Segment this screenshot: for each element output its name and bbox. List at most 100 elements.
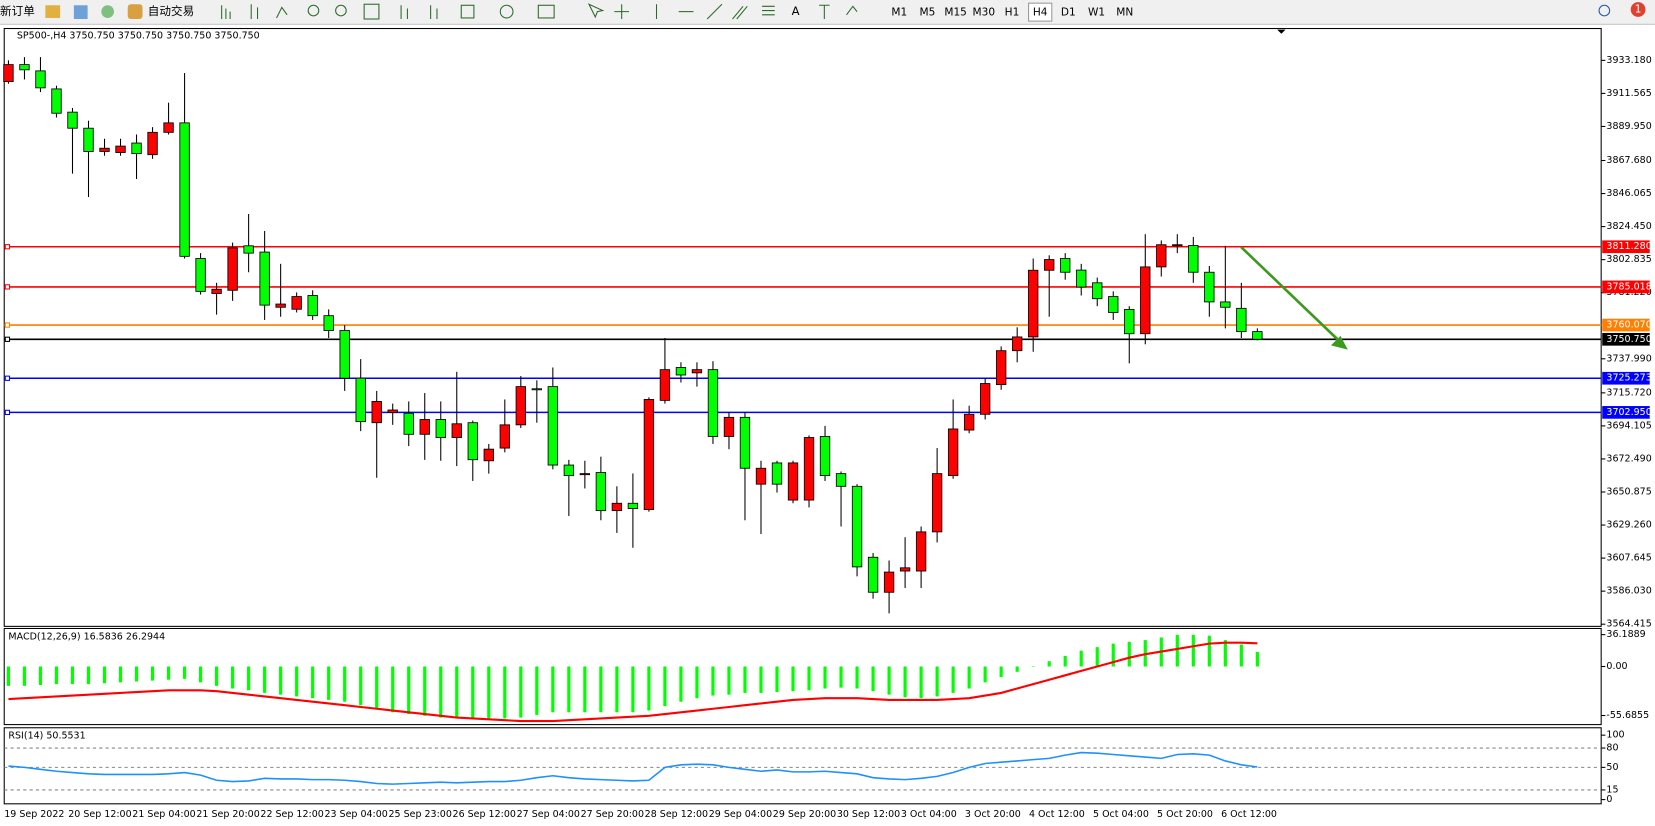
y-tick-label: 3564.415 [1606,619,1651,630]
auto-trading-icon[interactable] [127,4,143,20]
x-tick-label: 30 Sep 12:00 [837,809,900,820]
macd-bar [22,666,27,686]
text-tool[interactable]: A [792,4,800,18]
x-tick-label: 5 Oct 20:00 [1157,809,1213,820]
candle-body [771,462,783,485]
x-tick-label: 27 Sep 20:00 [581,809,644,820]
x-tick-label: 27 Sep 04:00 [517,809,580,820]
auto-trading-button[interactable]: 自动交易 [148,4,194,18]
macd-bar [791,666,795,692]
notification-count: 1 [1635,4,1642,16]
macd-bar [519,666,523,718]
price-label-bg [1602,406,1650,419]
candle-body [1012,336,1023,352]
price-label: 3725.273 [1606,373,1651,384]
candle-body [899,567,911,572]
price-label: 3785.018 [1606,281,1651,292]
candle-body [451,423,462,438]
candle-body [1220,301,1231,308]
candle-body [803,437,815,501]
candle-body [1188,245,1199,273]
candle-body [35,70,46,89]
candle-body [307,295,318,317]
macd-bar [1015,666,1019,672]
timeframe-button[interactable]: M15 [944,7,967,19]
timeframe-button[interactable]: H1 [1005,7,1020,19]
macd-bar [503,666,507,719]
timeframe-button[interactable]: M5 [920,7,936,19]
candle-body [739,416,751,469]
timeframe-button[interactable]: W1 [1088,7,1105,19]
macd-bar [871,666,875,692]
macd-bar [407,666,411,715]
rsi-line [8,751,1258,785]
candle-body [115,145,126,153]
price-label: 3760.070 [1606,320,1651,331]
candle-body [1124,308,1135,335]
panel-frame [3,27,1602,627]
macd-bar [359,666,363,706]
icon[interactable] [101,5,114,18]
candle-body [147,131,158,156]
x-tick-label: 21 Sep 04:00 [132,809,195,820]
x-tick-label: 26 Sep 12:00 [453,809,516,820]
candle-body [627,502,639,509]
y-tick-label: 15 [1606,784,1618,795]
icon[interactable] [73,5,88,20]
x-tick-label: 5 Oct 04:00 [1093,809,1149,820]
candle-body [611,502,623,512]
new-order-button[interactable]: 新订单 [0,4,35,18]
candle-body [675,367,687,376]
timeframe-button[interactable]: M30 [973,7,996,19]
candle-body [195,258,206,292]
timeframe-button[interactable]: H4 [1033,7,1048,19]
chart-tools[interactable] [221,3,858,20]
timeframe-button[interactable]: MN [1116,7,1133,19]
macd-bar [567,666,571,713]
candle-body [579,473,591,476]
y-tick-label: 3933.180 [1606,55,1651,66]
candle-body [227,247,238,291]
icon[interactable] [45,5,61,18]
price-label: 3811.280 [1606,241,1651,252]
macd-bar [823,666,827,689]
macd-bar [375,666,379,709]
macd-bar [743,666,747,693]
y-tick-label: -55.6855 [1606,710,1649,721]
line-handle [4,375,11,381]
macd-bar [1079,650,1083,667]
macd-bar [118,666,123,683]
toolbar-bg [0,0,1655,25]
candle-body [1252,331,1263,340]
candle-body [1204,271,1215,303]
y-tick-label: 3715.720 [1606,387,1651,398]
notification-badge[interactable] [1630,2,1646,17]
macd-bar [1047,661,1051,667]
candle-body [883,571,895,593]
candle-body [1060,258,1071,273]
macd-bar [999,666,1003,678]
candle-body [979,383,991,415]
y-tick-label: 100 [1606,730,1624,741]
y-tick-label: 3672.490 [1606,453,1651,464]
macd-bar [199,666,203,683]
macd-bar [391,666,395,713]
macd-bar [855,666,859,689]
macd-bar [695,666,699,699]
y-tick-label: 3846.065 [1606,188,1651,199]
macd-bar [166,666,171,680]
search-icon[interactable] [1598,4,1611,17]
arrow-head [1330,335,1348,350]
macd-bar [54,666,59,685]
x-tick-label: 21 Sep 20:00 [196,809,259,820]
x-tick-label: 25 Sep 23:00 [389,809,452,820]
macd-bar [134,666,139,682]
timeframe-button[interactable]: M1 [891,7,907,19]
x-tick-label: 3 Oct 04:00 [901,809,957,820]
timeframe-button[interactable]: D1 [1061,7,1076,19]
line-handle [4,244,11,250]
macd-bar [279,666,283,695]
macd-bar [759,666,763,693]
